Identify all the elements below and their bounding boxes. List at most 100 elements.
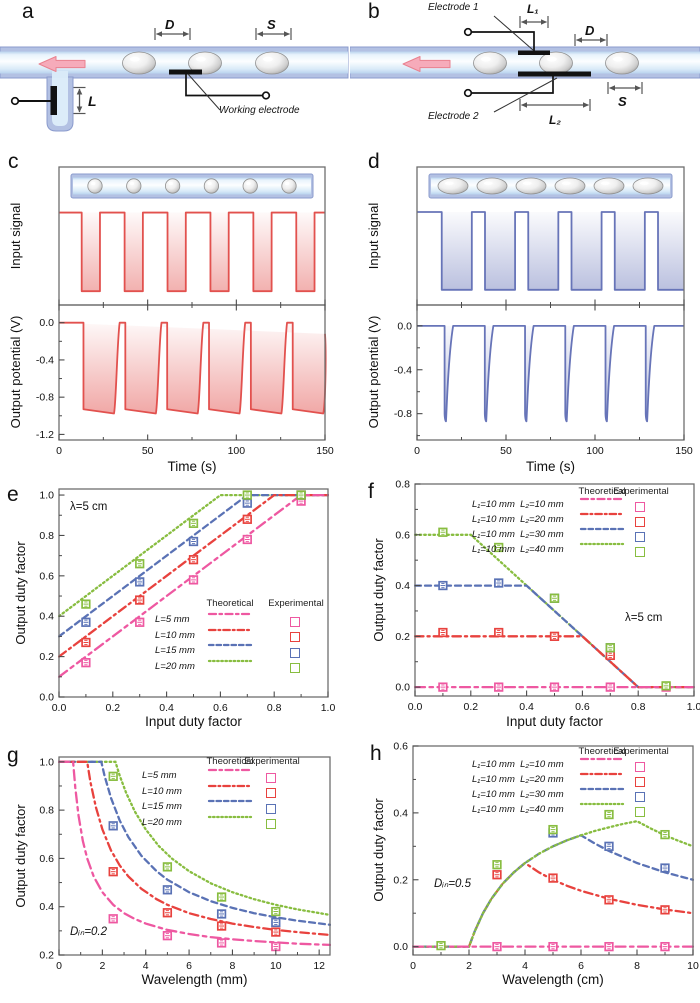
panel-b: b Electrode 1 L₁ D Electrode 2 L₂ S bbox=[350, 0, 700, 148]
legend-row: L=20 mm bbox=[138, 815, 276, 833]
legend-marker-square bbox=[635, 501, 645, 512]
legend-label: L₁=10 mm L₂=40 mm bbox=[472, 544, 564, 555]
legend-marker-square bbox=[635, 776, 645, 787]
legend-line-swatch bbox=[207, 799, 253, 803]
dim-label-s: S bbox=[267, 17, 276, 32]
legend-label: L=15 mm bbox=[142, 801, 182, 812]
legend-row: L₁=10 mm L₂=20 mm bbox=[468, 772, 645, 789]
f-ylabel: Output duty factor bbox=[371, 538, 386, 642]
d-output-ylabel: Output potential (V) bbox=[366, 315, 381, 429]
legend-label: L₁=10 mm L₂=40 mm bbox=[472, 804, 564, 815]
legend-f: Theoretical Experimental L₁=10 mm L₂=10 mm… bbox=[468, 486, 669, 559]
legend-line-swatch bbox=[207, 659, 253, 662]
svg-text:0.6: 0.6 bbox=[39, 570, 54, 582]
panel-c-label: c bbox=[8, 150, 19, 173]
g-annotation: Dᵢₙ=0.2 bbox=[70, 926, 108, 938]
svg-text:0.0: 0.0 bbox=[39, 317, 54, 329]
svg-text:-0.8: -0.8 bbox=[394, 408, 412, 420]
svg-text:100: 100 bbox=[228, 445, 246, 457]
h-xlabel: Wavelength (cm) bbox=[502, 972, 604, 987]
svg-text:0.2: 0.2 bbox=[39, 950, 54, 962]
legend-e: Theoretical Experimental L=5 mm L=10 mm L=15… bbox=[131, 598, 324, 677]
svg-text:10: 10 bbox=[687, 960, 699, 972]
svg-text:6: 6 bbox=[578, 960, 584, 972]
svg-text:0.6: 0.6 bbox=[395, 529, 410, 541]
chart-d-canvas: 0 50 100 150 0.0 -0.4 -0.8 bbox=[394, 166, 693, 457]
legend-line-swatch bbox=[579, 787, 625, 791]
svg-text:0.6: 0.6 bbox=[393, 742, 408, 753]
legend-header-theoretical: Theoretical bbox=[206, 598, 254, 609]
legend-marker-square bbox=[266, 772, 276, 783]
svg-text:0.0: 0.0 bbox=[395, 682, 410, 694]
panel-c: 0 50 100 150 0.0 -0.4 -0.8 -1.2 c Input signal … bbox=[0, 148, 350, 480]
legend-row: L=10 mm bbox=[138, 784, 276, 802]
chart-c-canvas: 0 50 100 150 0.0 -0.4 -0.8 -1.2 bbox=[36, 166, 334, 457]
svg-text:-0.8: -0.8 bbox=[36, 392, 54, 404]
dim-label-l: L bbox=[88, 93, 97, 109]
svg-text:0.4: 0.4 bbox=[395, 580, 410, 592]
svg-text:0: 0 bbox=[410, 960, 416, 972]
legend-line-swatch bbox=[207, 768, 253, 772]
panel-g-label: g bbox=[7, 744, 19, 767]
panel-h-label: h bbox=[370, 742, 382, 765]
d-input-ylabel: Input signal bbox=[366, 202, 381, 270]
svg-text:0.2: 0.2 bbox=[395, 631, 410, 643]
svg-text:150: 150 bbox=[316, 445, 334, 457]
legend-row: L₁=10 mm L₂=40 mm bbox=[468, 802, 645, 819]
legend-header-experimental: Experimental bbox=[244, 756, 300, 767]
svg-text:0.8: 0.8 bbox=[267, 702, 282, 714]
h-ylabel: Output duty factor bbox=[371, 798, 386, 902]
legend-row: L₁=10 mm L₂=30 mm bbox=[468, 787, 645, 804]
svg-text:150: 150 bbox=[675, 445, 693, 457]
legend-line-swatch bbox=[207, 643, 253, 647]
panel-b-label: b bbox=[368, 0, 380, 23]
legend-marker-square bbox=[266, 788, 276, 799]
svg-text:0.8: 0.8 bbox=[631, 701, 646, 713]
svg-text:-1.2: -1.2 bbox=[36, 429, 54, 441]
svg-text:0.0: 0.0 bbox=[52, 702, 67, 714]
dim-label-l1: L₁ bbox=[527, 2, 539, 16]
legend-line-swatch bbox=[579, 542, 625, 546]
dim-label-d: D bbox=[165, 17, 175, 32]
svg-text:2: 2 bbox=[99, 960, 105, 972]
legend-marker-square bbox=[290, 632, 300, 643]
legend-header-theoretical: Theoretical bbox=[206, 756, 254, 767]
legend-header-theoretical: Theoretical bbox=[578, 486, 626, 497]
panel-h: 0 2 4 6 8 10 0.0 0.2 0.4 0.6 h Output duty factor… bbox=[350, 742, 700, 1003]
legend-row: L₁=10 mm L₂=40 mm bbox=[468, 542, 645, 559]
legend-line-swatch bbox=[207, 784, 253, 787]
working-electrode-label: Working electrode bbox=[219, 105, 300, 116]
electrode1-label: Electrode 1 bbox=[428, 2, 479, 13]
legend-row: L₁=10 mm L₂=30 mm bbox=[468, 527, 645, 544]
legend-row: L=10 mm bbox=[131, 628, 300, 646]
legend-line-swatch bbox=[579, 527, 625, 531]
svg-text:-0.4: -0.4 bbox=[394, 364, 412, 376]
schematic-b-canvas bbox=[350, 15, 700, 113]
svg-text:8: 8 bbox=[634, 960, 640, 972]
c-output-ylabel: Output potential (V) bbox=[8, 315, 23, 429]
legend-marker-square bbox=[635, 806, 645, 817]
svg-text:10: 10 bbox=[270, 960, 282, 972]
legend-marker-square bbox=[266, 819, 276, 830]
svg-text:0: 0 bbox=[56, 960, 62, 972]
g-ylabel: Output duty factor bbox=[13, 804, 28, 908]
legend-label: L=20 mm bbox=[155, 660, 195, 672]
legend-row: L=20 mm bbox=[131, 659, 300, 677]
electrode2-label: Electrode 2 bbox=[428, 111, 479, 122]
legend-label: L₁=10 mm L₂=20 mm bbox=[472, 514, 564, 525]
legend-label: L₁=10 mm L₂=10 mm bbox=[472, 499, 564, 510]
panel-f: 0.0 0.2 0.4 0.6 0.8 1.0 0.0 0.2 0.4 0.6 0.8 f Outp… bbox=[350, 480, 700, 742]
e-annotation: λ=5 cm bbox=[70, 501, 108, 513]
legend-line-swatch bbox=[579, 512, 625, 516]
svg-text:50: 50 bbox=[142, 445, 154, 457]
panel-a-label: a bbox=[22, 0, 34, 23]
svg-text:0.8: 0.8 bbox=[39, 805, 54, 817]
svg-text:0.2: 0.2 bbox=[105, 702, 120, 714]
dim-label-d: D bbox=[585, 23, 595, 38]
panel-e: 0.0 0.2 0.4 0.6 0.8 1.0 0.0 0.2 0.4 0.6 0.8 1.0 e O… bbox=[0, 480, 350, 742]
svg-text:0.0: 0.0 bbox=[393, 941, 408, 953]
svg-text:100: 100 bbox=[586, 445, 604, 457]
svg-text:-0.4: -0.4 bbox=[36, 354, 54, 366]
svg-text:0.6: 0.6 bbox=[39, 853, 54, 865]
legend-line-swatch bbox=[579, 757, 625, 761]
